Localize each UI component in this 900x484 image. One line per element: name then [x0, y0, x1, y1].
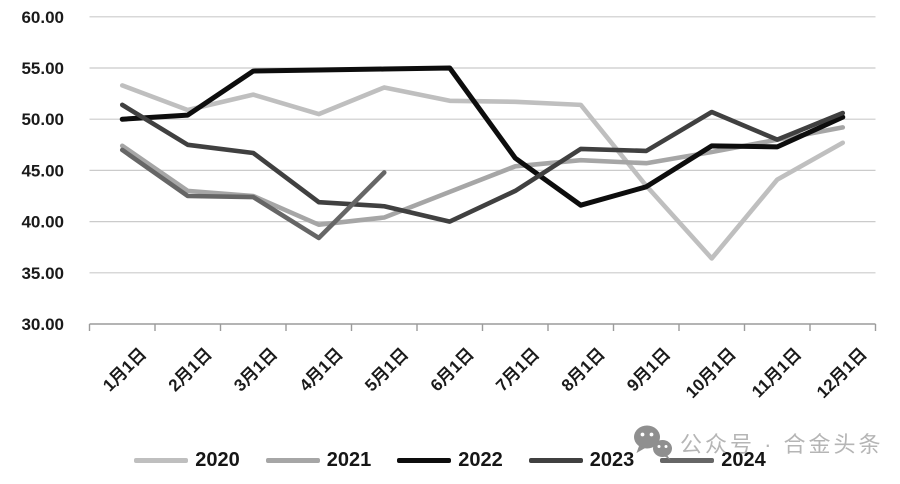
- legend-item-2021: 2021: [265, 449, 372, 471]
- y-axis-tick-label: 30.00: [21, 315, 64, 334]
- legend-label-2022: 2022: [458, 449, 503, 471]
- y-axis-tick-label: 50.00: [21, 110, 64, 129]
- series-line-2023: [119, 102, 846, 224]
- x-axis-tick-label: 8月1日: [558, 344, 609, 395]
- legend-line-swatch-2024: [660, 457, 715, 463]
- x-axis-tick-label: 9月1日: [623, 344, 674, 395]
- legend-item-2024: 2024: [660, 450, 766, 470]
- x-axis-tick-label: 2月1日: [165, 344, 216, 395]
- legend-line-swatch-2022: [397, 457, 452, 463]
- legend-line-swatch-2021: [265, 457, 320, 463]
- legend-label-2021: 2021: [326, 449, 372, 471]
- y-axis-tick-label: 40.00: [21, 213, 64, 232]
- legend-line-swatch-2023: [528, 457, 583, 463]
- x-axis-tick-label: 10月1日: [682, 344, 740, 402]
- legend-line-swatch-2020: [134, 457, 189, 463]
- x-axis-tick-label: 5月1日: [361, 344, 412, 395]
- y-axis-tick-label: 60.00: [21, 8, 64, 27]
- chart-legend: 2020 2021 2022 2023 2024: [0, 450, 900, 470]
- legend-item-2020: 2020: [134, 450, 240, 470]
- legend-item-2023: 2023: [528, 449, 635, 471]
- y-axis-tick-label: 55.00: [21, 59, 64, 78]
- series-line-2024: [119, 147, 387, 241]
- legend-label-2023: 2023: [589, 449, 635, 471]
- series-line-2020: [119, 83, 846, 261]
- legend-label-2024: 2024: [721, 449, 766, 471]
- legend-label-2020: 2020: [195, 449, 240, 471]
- x-axis-tick-label: 6月1日: [427, 344, 478, 395]
- x-axis-tick-label: 11月1日: [748, 344, 805, 401]
- x-axis-tick-label: 12月1日: [813, 344, 871, 402]
- x-axis-tick-label: 7月1日: [492, 344, 543, 395]
- series-line-2022: [119, 65, 846, 208]
- series-line-2021: [119, 125, 846, 227]
- legend-item-2022: 2022: [397, 450, 503, 470]
- y-axis-tick-label: 35.00: [21, 264, 64, 283]
- x-axis-tick-label: 4月1日: [296, 344, 347, 395]
- x-axis-tick-label: 1月1日: [99, 344, 150, 395]
- y-axis-tick-label: 45.00: [21, 161, 64, 180]
- x-axis-tick-label: 3月1日: [230, 344, 281, 395]
